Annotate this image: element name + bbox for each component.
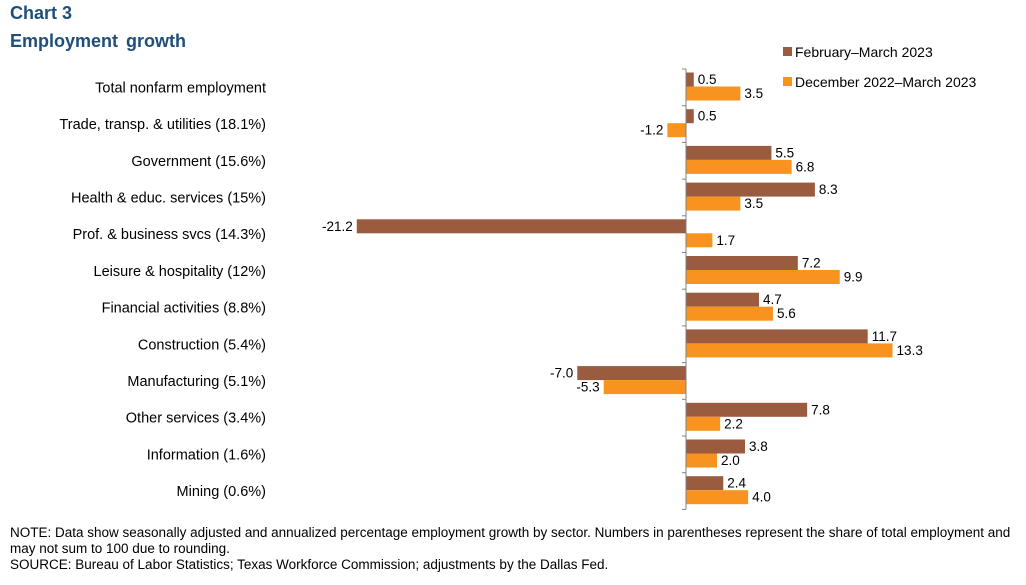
bar-dec-mar [603, 380, 686, 395]
data-label: 2.0 [721, 453, 740, 468]
data-label: 7.2 [802, 256, 821, 271]
bar-feb-mar [686, 329, 868, 344]
bar-feb-mar [686, 145, 772, 160]
bar-feb-mar [686, 256, 798, 270]
legend-swatch [783, 47, 792, 56]
bar-feb-mar [686, 476, 724, 491]
category-label: Prof. & business svcs (14.3%) [73, 227, 266, 243]
data-label: 5.6 [777, 306, 796, 321]
data-label: 0.5 [698, 72, 717, 87]
category-label: Government (15.6%) [131, 154, 266, 170]
bar-feb-mar [686, 402, 808, 417]
category-label: Health & educ. services (15%) [71, 190, 266, 206]
category-label: Other services (3.4%) [126, 411, 266, 427]
data-label: 4.0 [752, 490, 771, 505]
bar-dec-mar [686, 233, 713, 248]
bar-feb-mar [577, 366, 686, 381]
category-label: Information (1.6%) [147, 447, 266, 463]
data-label: 9.9 [844, 270, 863, 285]
data-label: 0.5 [698, 109, 717, 124]
bar-feb-mar [686, 182, 815, 197]
data-label: 8.3 [819, 182, 838, 197]
category-label: Trade, transp. & utilities (18.1%) [59, 117, 266, 133]
note-text: NOTE: Data show seasonally adjusted and … [10, 525, 1011, 556]
bar-feb-mar [686, 292, 759, 307]
data-label: 1.7 [716, 233, 735, 248]
bar-dec-mar [686, 270, 840, 284]
data-label: 7.8 [811, 402, 830, 417]
data-label: 3.5 [744, 196, 763, 211]
bar-dec-mar [686, 159, 792, 174]
category-label: Leisure & hospitality (12%) [94, 264, 266, 280]
data-label: 5.5 [775, 145, 794, 160]
data-label: -7.0 [550, 366, 573, 381]
bar-dec-mar [686, 306, 773, 321]
data-label: 13.3 [897, 343, 923, 358]
bar-dec-mar [686, 416, 721, 431]
bar-dec-mar [686, 343, 893, 358]
data-label: 3.5 [744, 86, 763, 101]
bar-feb-mar [356, 219, 686, 234]
data-label: -1.2 [640, 123, 663, 138]
bar-dec-mar [686, 196, 741, 211]
legend-label: February–March 2023 [795, 44, 933, 60]
bar-dec-mar [686, 86, 741, 101]
bar-dec-mar [686, 453, 718, 468]
source-text: SOURCE: Bureau of Labor Statistics; Texa… [10, 557, 609, 572]
legend-label: December 2022–March 2023 [795, 74, 977, 90]
bar-chart: Total nonfarm employment Trade, transp. &… [59, 44, 977, 510]
chart-title: Employment growth [10, 31, 187, 51]
bar-dec-mar [686, 490, 749, 505]
footnotes: NOTE: Data show seasonally adjusted and … [10, 525, 1020, 573]
legend-swatch [783, 77, 792, 86]
data-label: -21.2 [322, 219, 353, 234]
category-label: Total nonfarm employment [95, 80, 266, 96]
data-label: 6.8 [796, 159, 815, 174]
category-label: Manufacturing (5.1%) [127, 374, 266, 390]
data-label: 2.4 [727, 476, 746, 491]
category-label: Mining (0.6%) [177, 484, 266, 500]
bar-dec-mar [667, 123, 686, 138]
data-label: 11.7 [872, 329, 897, 344]
bar-feb-mar [686, 72, 694, 87]
data-label: 3.8 [749, 439, 768, 454]
chart-number: Chart 3 [10, 3, 73, 23]
data-label: -5.3 [576, 380, 599, 395]
data-label: 4.7 [763, 292, 782, 307]
bar-feb-mar [686, 109, 694, 124]
data-label: 2.2 [724, 416, 743, 431]
category-label: Construction (5.4%) [138, 337, 266, 353]
bar-feb-mar [686, 439, 746, 454]
category-label: Financial activities (8.8%) [102, 301, 266, 317]
